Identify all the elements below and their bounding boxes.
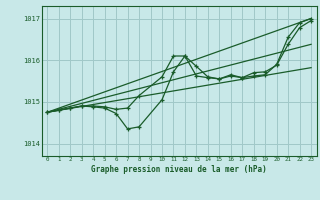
X-axis label: Graphe pression niveau de la mer (hPa): Graphe pression niveau de la mer (hPa) [91, 165, 267, 174]
